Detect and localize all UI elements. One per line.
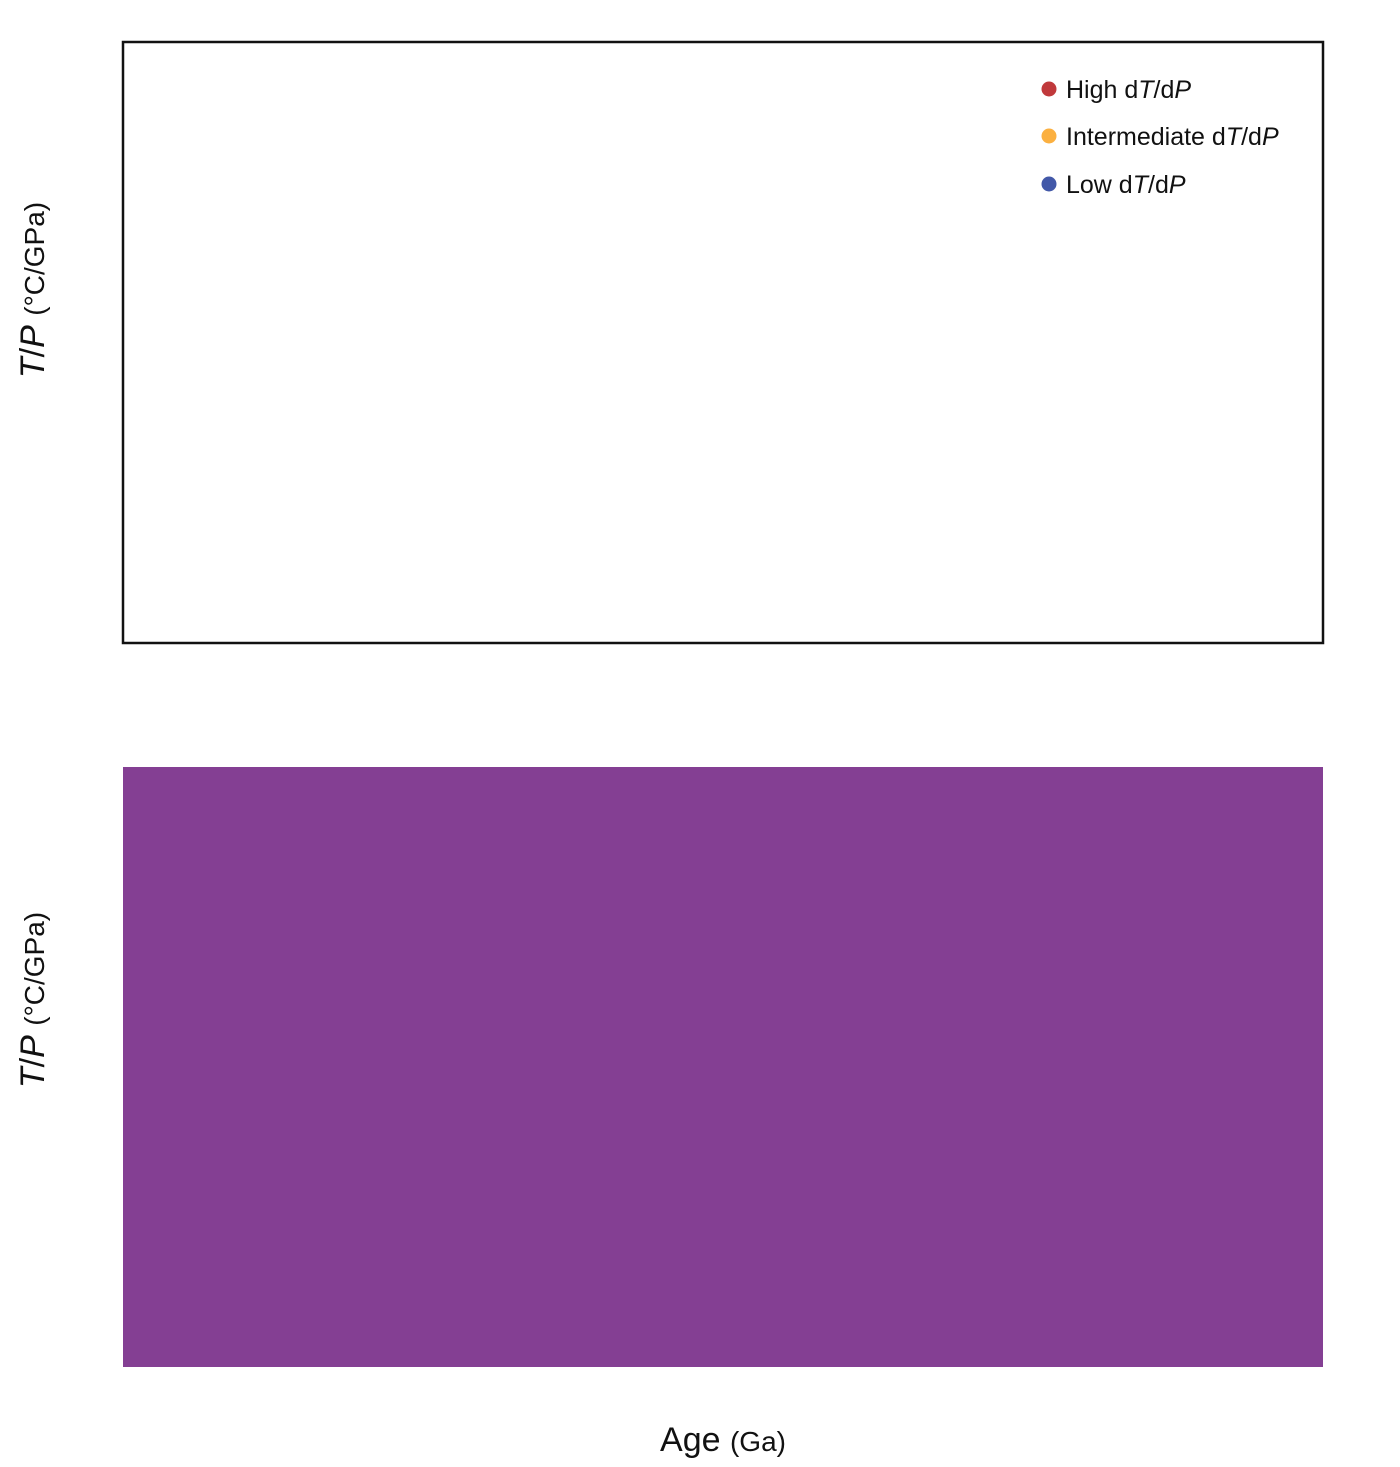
legend-item-low: Low dT/dP [1041, 171, 1186, 199]
density-background [123, 767, 1323, 1367]
legend-marker-intermediate [1041, 128, 1057, 144]
legend-item-intermediate: Intermediate dT/dP [1041, 123, 1279, 151]
legend-marker-high [1041, 81, 1057, 97]
legend-marker-low [1041, 176, 1057, 192]
x-axis-title: Age (Ga) [660, 1421, 786, 1459]
legend-item-high: High dT/dP [1041, 76, 1191, 104]
legend: High dT/dP Intermediate dT/dP Low dT/dP [1030, 62, 1315, 202]
y-axis-title-top: T/P (°C/GPa) [14, 202, 52, 378]
scatter-panel: High dT/dP Intermediate dT/dP Low dT/dP … [14, 40, 1325, 645]
plot-frame [121, 40, 1325, 645]
legend-label-intermediate: Intermediate dT/dP [1066, 123, 1279, 151]
legend-label-high: High dT/dP [1066, 76, 1191, 104]
legend-label-low: Low dT/dP [1066, 171, 1186, 199]
density-panel: T/P (°C/GPa) Age (Ga) [14, 767, 1323, 1459]
y-axis-title-bottom: T/P (°C/GPa) [14, 912, 52, 1088]
